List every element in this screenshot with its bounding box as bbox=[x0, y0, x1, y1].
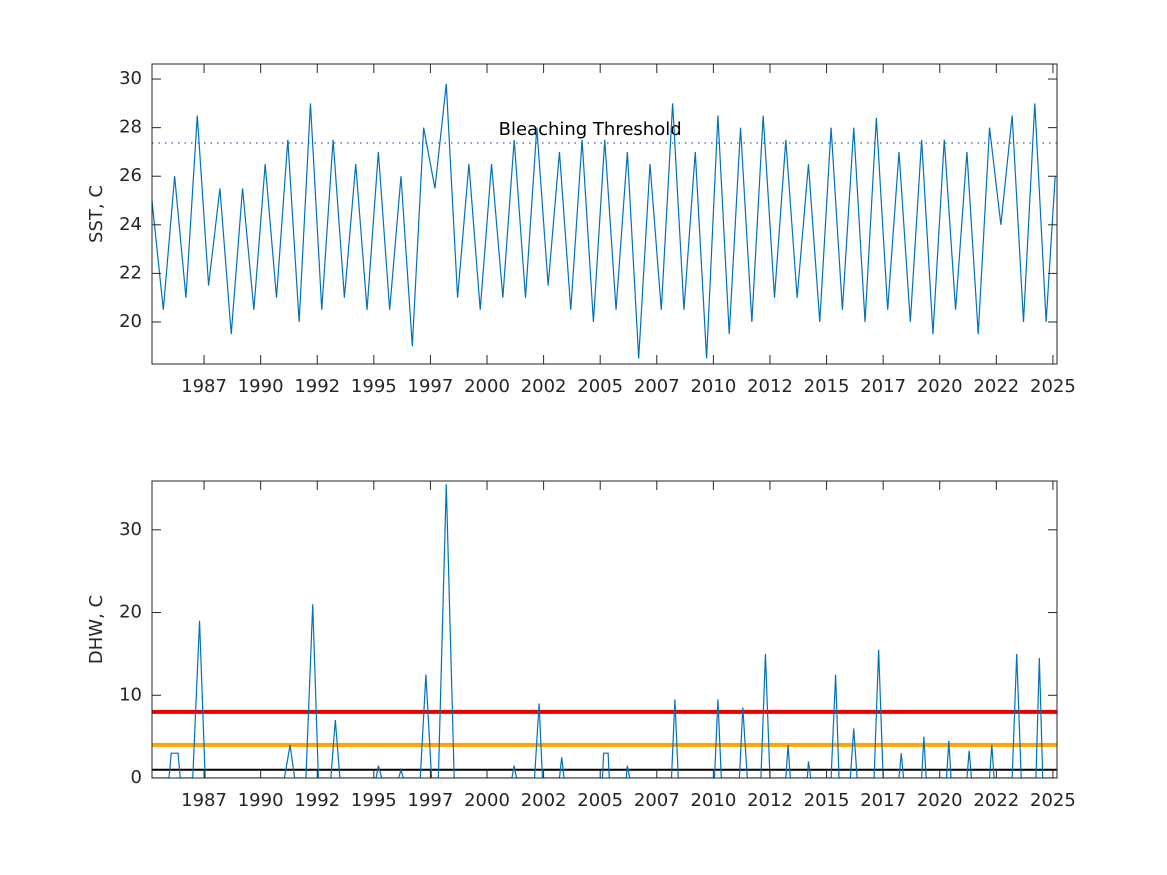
x-tick-label: 1987 bbox=[181, 376, 227, 397]
x-tick-label: 1990 bbox=[238, 376, 284, 397]
axes-box bbox=[151, 480, 1058, 779]
x-tick-label: 2022 bbox=[973, 376, 1019, 397]
y-tick-label: 24 bbox=[119, 214, 142, 235]
x-tick-label: 2020 bbox=[917, 790, 963, 811]
y-axis-label: SST, C bbox=[86, 185, 107, 243]
x-tick-label: 1997 bbox=[408, 376, 454, 397]
x-tick-label: 2017 bbox=[860, 376, 906, 397]
x-tick-label: 2022 bbox=[973, 790, 1019, 811]
annotation: Bleaching Threshold bbox=[499, 119, 682, 140]
x-tick-label: 2007 bbox=[634, 790, 680, 811]
y-tick-label: 26 bbox=[119, 165, 142, 186]
y-tick-label: 0 bbox=[131, 767, 142, 788]
y-tick-label: 28 bbox=[119, 117, 142, 138]
x-tick-label: 2002 bbox=[521, 376, 567, 397]
y-tick-label: 30 bbox=[119, 519, 142, 540]
data-line bbox=[152, 484, 1057, 778]
y-tick-label: 20 bbox=[119, 602, 142, 623]
axes-box bbox=[151, 63, 1058, 365]
x-tick-label: 1987 bbox=[181, 790, 227, 811]
x-tick-label: 2017 bbox=[860, 790, 906, 811]
x-tick-label: 2005 bbox=[577, 790, 623, 811]
y-tick-label: 30 bbox=[119, 68, 142, 89]
x-tick-label: 2000 bbox=[464, 790, 510, 811]
y-axis-label: DHW, C bbox=[86, 595, 107, 664]
x-tick-label: 2000 bbox=[464, 376, 510, 397]
x-tick-label: 2007 bbox=[634, 376, 680, 397]
x-tick-label: 1995 bbox=[351, 790, 397, 811]
y-tick-label: 10 bbox=[119, 684, 142, 705]
x-tick-label: 2002 bbox=[521, 790, 567, 811]
x-tick-label: 2025 bbox=[1030, 790, 1076, 811]
data-line bbox=[152, 83, 1056, 359]
x-tick-label: 1997 bbox=[408, 790, 454, 811]
x-tick-label: 1992 bbox=[294, 790, 340, 811]
y-tick-label: 22 bbox=[119, 262, 142, 283]
x-tick-label: 2010 bbox=[690, 376, 736, 397]
x-tick-label: 2012 bbox=[747, 790, 793, 811]
x-tick-label: 1990 bbox=[238, 790, 284, 811]
x-tick-label: 2015 bbox=[804, 376, 850, 397]
x-tick-label: 1992 bbox=[294, 376, 340, 397]
x-tick-label: 2015 bbox=[804, 790, 850, 811]
x-tick-label: 1995 bbox=[351, 376, 397, 397]
x-tick-label: 2020 bbox=[917, 376, 963, 397]
y-tick-label: 20 bbox=[119, 311, 142, 332]
x-tick-label: 2010 bbox=[690, 790, 736, 811]
axes-background bbox=[152, 64, 1057, 364]
x-tick-label: 2005 bbox=[577, 376, 623, 397]
axes-background bbox=[152, 481, 1057, 778]
x-tick-label: 2025 bbox=[1030, 376, 1076, 397]
x-tick-label: 2012 bbox=[747, 376, 793, 397]
